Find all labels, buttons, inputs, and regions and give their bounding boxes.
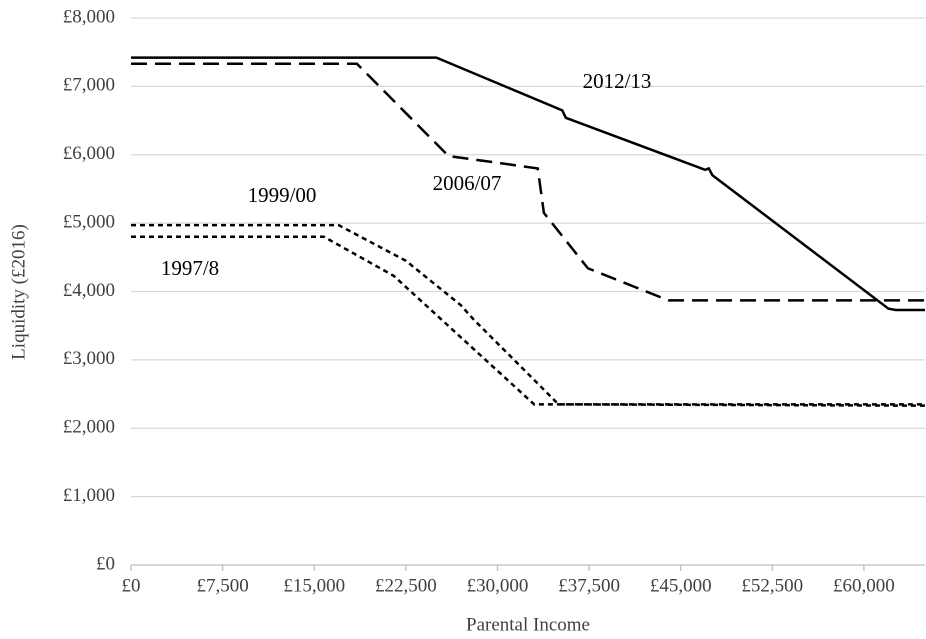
y-axis-title: Liquidity (£2016) [8, 224, 29, 360]
x-tick-label: £52,500 [741, 575, 803, 596]
series-label: 1999/00 [248, 183, 317, 207]
x-axis-title: Parental Income [466, 614, 590, 635]
y-tick-label: £2,000 [63, 417, 115, 438]
series-line [131, 62, 925, 302]
x-tick-label: £60,000 [833, 575, 895, 596]
series-label: 1997/8 [161, 256, 219, 280]
series-line [131, 56, 925, 312]
x-tick-label: £22,500 [375, 575, 437, 596]
x-tick-label: £45,000 [650, 575, 712, 596]
y-tick-label: £3,000 [63, 348, 115, 369]
series-line [131, 235, 925, 406]
y-tick-label: £8,000 [63, 6, 115, 27]
y-tick-label: £1,000 [63, 485, 115, 506]
x-tick-label: £37,500 [558, 575, 620, 596]
series-label: 2006/07 [433, 171, 502, 195]
x-tick-label: £30,000 [467, 575, 529, 596]
y-tick-label: £6,000 [63, 143, 115, 164]
x-tick-label: £7,500 [196, 575, 248, 596]
x-tick-label: £15,000 [283, 575, 345, 596]
x-tick-label: £0 [122, 575, 141, 596]
series-label: 2012/13 [583, 69, 652, 93]
y-tick-label: £4,000 [63, 280, 115, 301]
series-line [131, 223, 926, 407]
y-tick-label: £5,000 [63, 211, 115, 232]
y-tick-label: £0 [96, 553, 115, 574]
y-tick-label: £7,000 [63, 75, 115, 96]
